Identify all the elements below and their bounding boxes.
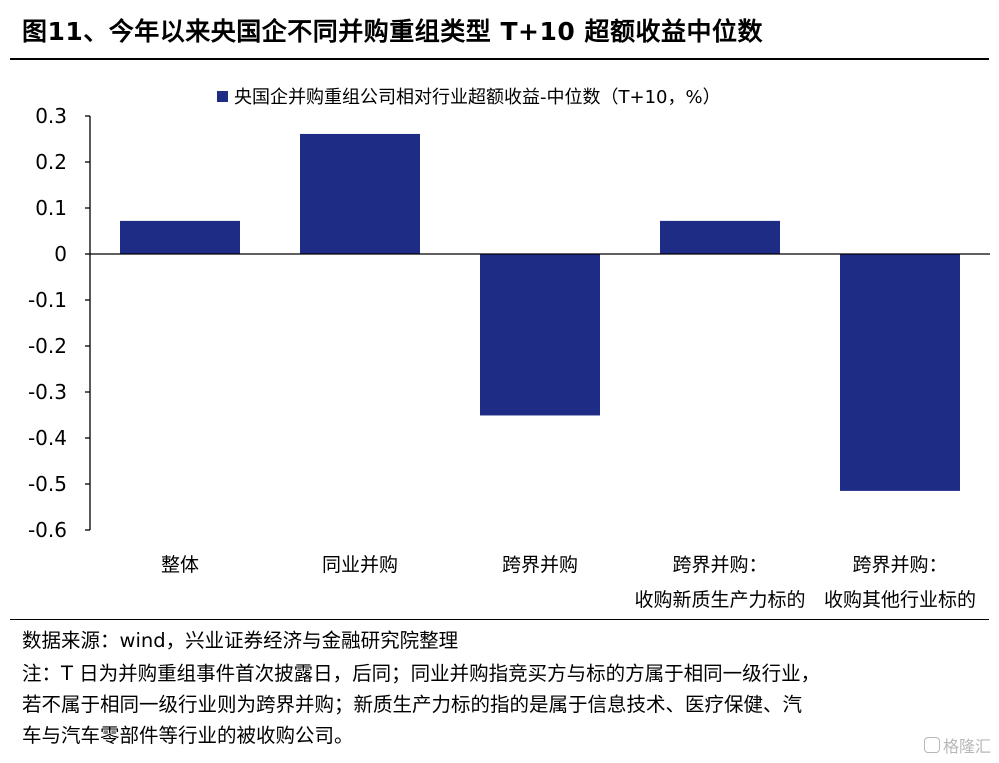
x-category-label: 跨界并购 <box>502 554 578 576</box>
y-tick-label: -0.1 <box>28 288 67 312</box>
bar-chart: 央国企并购重组公司相对行业超额收益-中位数（T+10，%） 0.30.20.10… <box>28 87 990 611</box>
y-tick-label: 0.3 <box>35 104 67 128</box>
y-tick-label: -0.2 <box>28 334 67 358</box>
legend-label: 央国企并购重组公司相对行业超额收益-中位数（T+10，%） <box>234 87 721 108</box>
footnote-line: 车与汽车零部件等行业的被收购公司。 <box>22 724 354 747</box>
footnote: 注：T 日为并购重组事件首次披露日，后同；同业并购指竞买方与标的方属于相同一级行… <box>22 658 820 751</box>
source-divider <box>10 619 989 620</box>
footnote-line: 若不属于相同一级行业则为跨界并购；新质生产力标的指的是属于信息技术、医疗保健、汽 <box>22 693 803 716</box>
bar <box>480 254 600 416</box>
y-tick-label: -0.6 <box>28 518 67 542</box>
bars <box>120 133 960 491</box>
bar <box>300 133 420 254</box>
y-tick-label: -0.5 <box>28 472 67 496</box>
chart-legend: 央国企并购重组公司相对行业超额收益-中位数（T+10，%） <box>217 87 721 108</box>
y-tick-label: -0.4 <box>28 426 67 450</box>
y-tick-label: 0.2 <box>35 150 67 174</box>
bar <box>660 220 780 254</box>
x-category-label: 跨界并购： <box>852 554 947 576</box>
watermark-logo-icon <box>923 737 940 753</box>
y-tick-label: 0 <box>54 242 67 266</box>
watermark-text: 格隆汇 <box>942 737 991 756</box>
y-axis: 0.3 0.2 0.1 0 -0.1 -0.2 -0.3 -0.4 -0.5 -0.6 <box>28 104 91 542</box>
title-divider <box>10 58 989 60</box>
y-tick-label: -0.3 <box>28 380 67 404</box>
x-category-label: 收购新质生产力标的 <box>634 589 805 611</box>
figure-title: 图11、今年以来央国企不同并购重组类型 T+10 超额收益中位数 <box>22 17 763 46</box>
x-category-label: 跨界并购： <box>672 554 767 576</box>
x-category-label: 同业并购 <box>322 554 398 576</box>
y-tick-label: 0.1 <box>35 196 67 220</box>
x-category-label: 收购其他行业标的 <box>824 589 976 611</box>
x-category-label: 整体 <box>161 554 199 576</box>
footnote-line: 注：T 日为并购重组事件首次披露日，后同；同业并购指竞买方与标的方属于相同一级行… <box>22 662 821 685</box>
legend-swatch <box>217 91 228 102</box>
data-source: 数据来源：wind，兴业证券经济与金融研究院整理 <box>22 629 459 652</box>
watermark: 格隆汇 <box>923 733 991 757</box>
bar <box>120 220 240 254</box>
bar <box>840 254 960 491</box>
